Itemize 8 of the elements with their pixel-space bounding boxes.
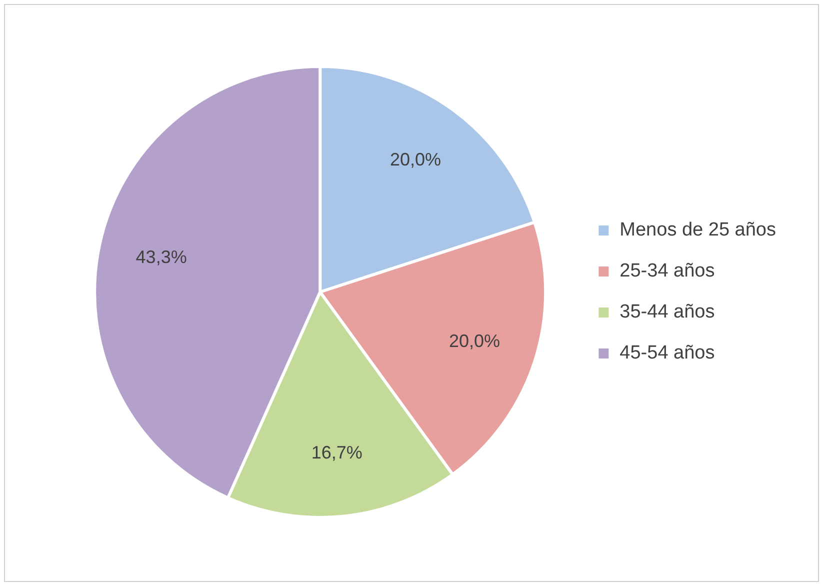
legend-label: Menos de 25 años [620,220,776,241]
data-label: 16,7% [311,442,362,462]
data-label: 43,3% [136,247,187,268]
legend-label: 45-54 años [620,342,715,364]
legend-label: 25-34 años [620,260,715,282]
legend-label: 35-44 años [620,302,715,323]
data-label: 20,0% [448,331,500,352]
data-label: 20,0% [390,150,442,170]
